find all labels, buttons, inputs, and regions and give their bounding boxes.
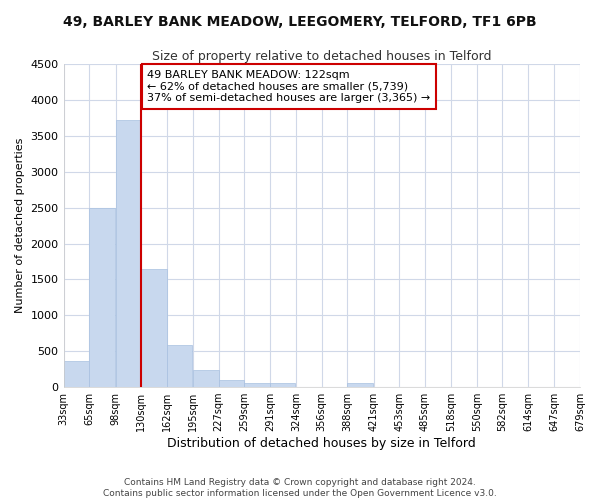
Bar (347, 383, 373, 387)
Bar (193, 370, 218, 387)
Bar (89, 208, 115, 387)
Bar (64, 360, 89, 387)
Bar (167, 344, 192, 387)
X-axis label: Distribution of detached houses by size in Telford: Distribution of detached houses by size … (167, 437, 476, 450)
Y-axis label: Number of detached properties: Number of detached properties (15, 138, 25, 314)
Bar (141, 270, 167, 387)
Text: 49 BARLEY BANK MEADOW: 122sqm
← 62% of detached houses are smaller (5,739)
37% o: 49 BARLEY BANK MEADOW: 122sqm ← 62% of d… (148, 70, 431, 103)
Bar (218, 380, 244, 387)
Text: 49, BARLEY BANK MEADOW, LEEGOMERY, TELFORD, TF1 6PB: 49, BARLEY BANK MEADOW, LEEGOMERY, TELFO… (63, 15, 537, 29)
Bar (116, 120, 141, 387)
Bar (244, 383, 270, 387)
Text: Contains HM Land Registry data © Crown copyright and database right 2024.
Contai: Contains HM Land Registry data © Crown c… (103, 478, 497, 498)
Title: Size of property relative to detached houses in Telford: Size of property relative to detached ho… (152, 50, 491, 63)
Bar (270, 383, 295, 387)
